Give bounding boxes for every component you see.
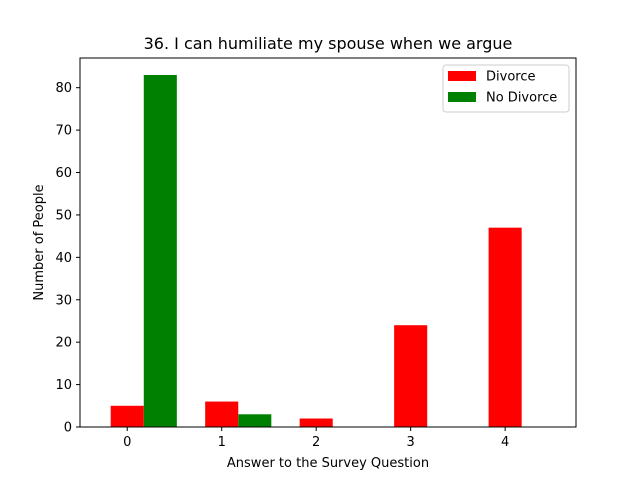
x-ticks: 0 1 2 3 4 [123, 427, 509, 450]
y-axis-label: Number of People [32, 184, 47, 300]
legend: Divorce No Divorce [442, 64, 570, 113]
y-tick-label: 0 [64, 421, 72, 436]
bar-divorce-3 [394, 325, 428, 427]
legend-swatch [448, 92, 476, 102]
y-tick-label: 40 [55, 251, 72, 266]
bar-no-divorce-1 [238, 414, 272, 427]
bars-group [110, 74, 522, 427]
bar-divorce-2 [299, 418, 333, 427]
plot-area-frame [79, 57, 577, 428]
y-tick-label: 70 [55, 124, 72, 139]
bar-divorce-0 [110, 405, 144, 427]
bar-divorce-1 [205, 401, 239, 427]
y-tick-label: 80 [55, 81, 72, 96]
legend-swatch [448, 71, 476, 81]
y-tick-label: 30 [55, 293, 72, 308]
legend-label: Divorce [486, 70, 535, 85]
y-tick-label: 10 [55, 378, 72, 393]
bar-divorce-4 [488, 227, 522, 427]
chart-title: 36. I can humiliate my spouse when we ar… [144, 34, 513, 53]
x-tick-label: 1 [218, 435, 226, 450]
x-tick-label: 2 [312, 435, 320, 450]
y-tick-label: 50 [55, 208, 72, 223]
y-ticks: 0 10 20 30 40 50 60 70 80 [55, 81, 80, 436]
x-tick-label: 4 [501, 435, 509, 450]
y-tick-label: 60 [55, 166, 72, 181]
legend-label: No Divorce [486, 91, 557, 106]
x-tick-label: 3 [407, 435, 415, 450]
y-tick-label: 20 [55, 336, 72, 351]
x-axis-label: Answer to the Survey Question [227, 456, 429, 471]
x-tick-label: 0 [123, 435, 131, 450]
bar-no-divorce-0 [143, 74, 177, 427]
